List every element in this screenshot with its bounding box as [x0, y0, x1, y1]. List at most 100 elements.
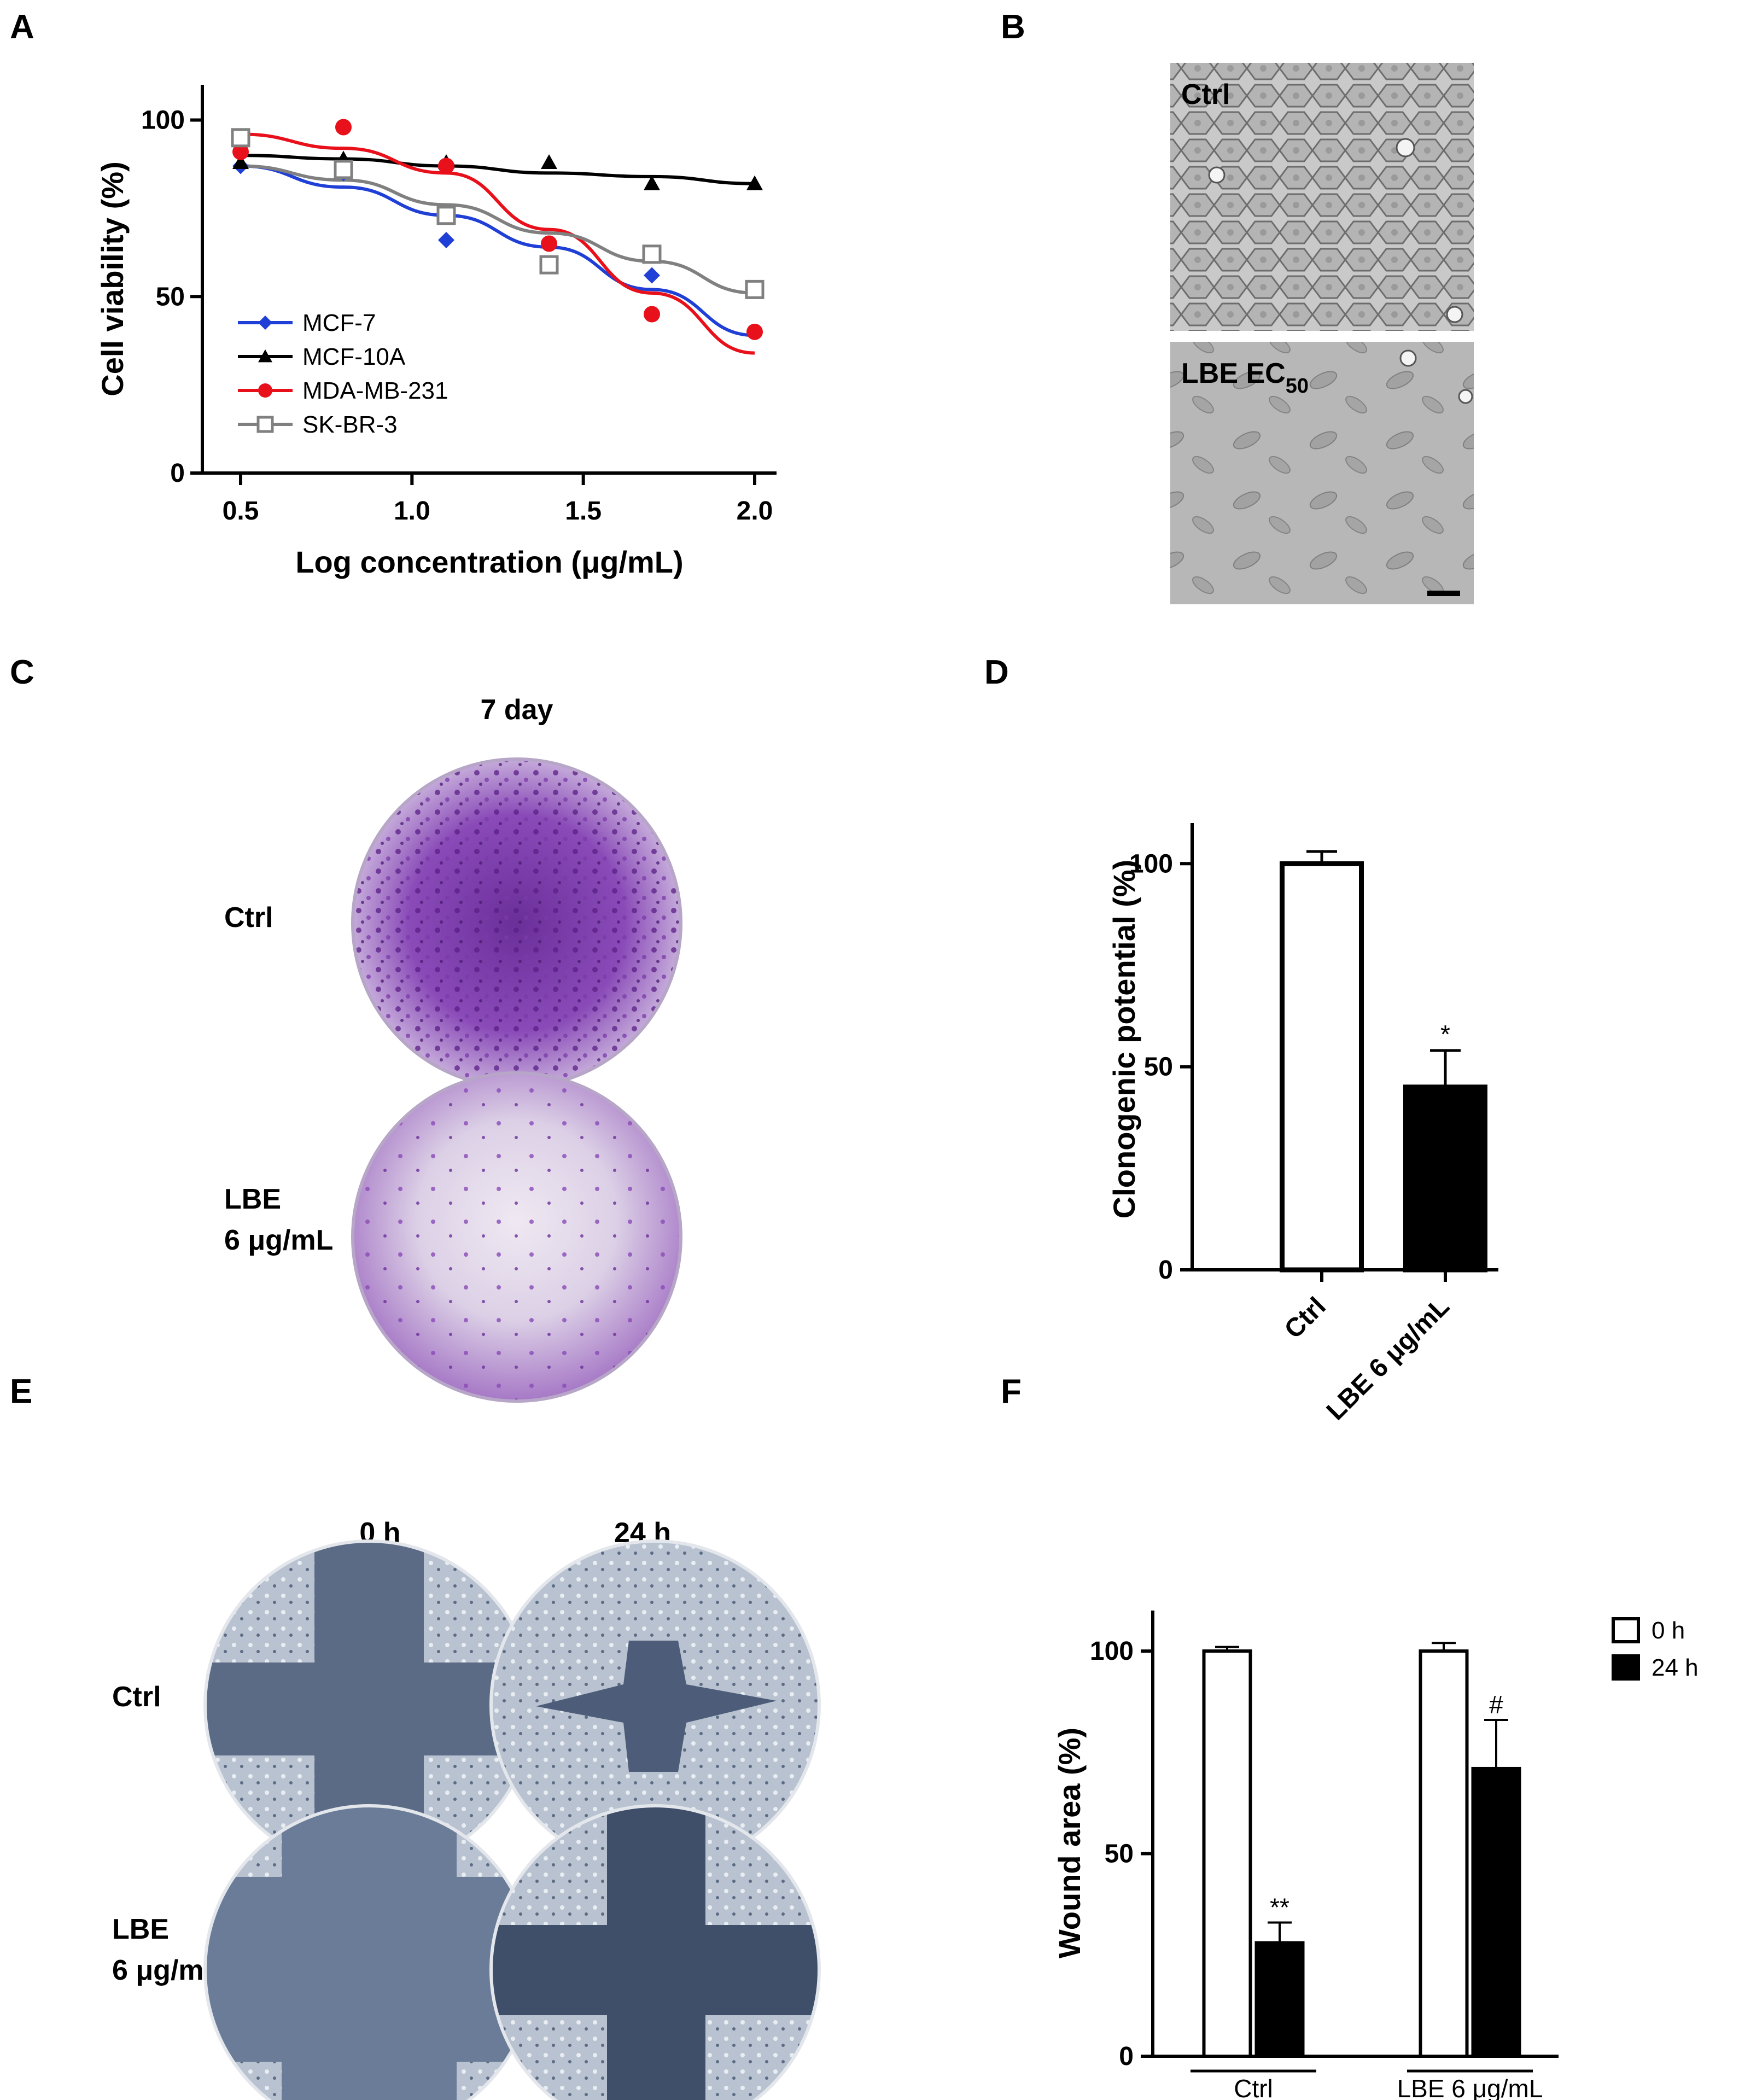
group-label: LBE 6 μg/mL — [1397, 2074, 1543, 2100]
data-point-sk-br-3 — [231, 128, 250, 148]
panel-c-dishes: 7 day Ctrl LBE 6 μg/mL — [224, 694, 682, 1403]
data-point-sk-br-3 — [745, 279, 765, 299]
legend-marker-mda-mb-231 — [258, 383, 272, 398]
panel-a-fit-curves — [240, 132, 755, 355]
wound-lbe-0h — [203, 1804, 535, 2100]
panel-a-x-axis-title: Log concentration (μg/mL) — [295, 545, 683, 579]
legend-swatch-0h — [1612, 1617, 1640, 1643]
data-point-mcf-10a — [541, 154, 557, 169]
bar-lbe — [1403, 1084, 1487, 1273]
data-point-mda-mb-231 — [232, 143, 249, 160]
wound-lbe-24h — [489, 1804, 821, 2100]
data-point-sk-br-3 — [436, 206, 456, 225]
x-tick-label: 0.5 — [223, 497, 259, 526]
panel-letter-a: A — [10, 8, 34, 46]
y-tick-label: 50 — [156, 282, 185, 311]
panel-d-bars: Ctrl * LBE 6 μg/mL — [1279, 850, 1487, 1426]
panel-b-ctrl-label: Ctrl — [1181, 79, 1230, 110]
data-point-sk-br-3 — [642, 244, 662, 264]
y-tick-label: 0 — [1119, 2042, 1134, 2071]
data-point-mda-mb-231 — [746, 323, 763, 340]
panel-c-row-ctrl: Ctrl — [224, 902, 273, 934]
floating-cell — [1458, 389, 1473, 404]
bar-0h-ctrl — [1202, 1649, 1252, 2058]
y-tick-label: 50 — [1105, 1840, 1134, 1869]
scale-bar — [1427, 591, 1460, 596]
legend-label-mcf-7: MCF-7 — [302, 310, 376, 336]
panel-e-wound-images: 0 h 24 h Ctrl LBE 6 μg/mL — [112, 1517, 821, 2100]
y-tick-label: 50 — [1144, 1053, 1173, 1082]
panel-d-chart: 0 50 100 Ctrl * LBE 6 μg/mL Clonogenic poten… — [1107, 823, 1498, 1426]
y-tick-label: 100 — [141, 106, 185, 135]
legend-marker-sk-br-3 — [256, 416, 274, 433]
panel-b-lbe-label-main: LBE EC — [1181, 358, 1286, 389]
panel-f-bars: ** # — [1202, 1642, 1521, 2058]
legend-label-mcf-10a: MCF-10A — [302, 343, 406, 370]
panel-c-row-lbe-1: LBE — [224, 1183, 281, 1215]
y-tick-label: 100 — [1129, 849, 1173, 878]
fit-curve-mcf-7 — [240, 164, 755, 337]
fit-curve-mcf-10a — [240, 154, 755, 185]
panel-f-chart: 0 50 100 ** # Ctrl LBE 6 μg/mL Wound area (%… — [1052, 1611, 1699, 2100]
panel-e-row-lbe-2: 6 μg/mL — [112, 1955, 221, 1986]
panel-f-group-labels: Ctrl LBE 6 μg/mL — [1191, 2069, 1543, 2100]
dish-lbe-rim — [351, 1071, 682, 1403]
panel-letter-e: E — [10, 1373, 32, 1410]
panel-a-ticks: 0 50 100 0.5 1.0 1.5 2.0 — [141, 106, 773, 526]
panel-a-chart: 0 50 100 0.5 1.0 1.5 2.0 Cell viability (%) Lo… — [95, 85, 777, 579]
data-point-sk-br-3 — [539, 255, 559, 275]
panel-e-row-ctrl: Ctrl — [112, 1681, 161, 1713]
micrograph-ctrl — [1170, 63, 1474, 331]
panel-f-y-axis-title: Wound area (%) — [1052, 1728, 1087, 1958]
panel-letter-c: C — [10, 654, 34, 691]
panel-f-legend: 0 h 24 h — [1612, 1617, 1699, 1681]
x-tick-label: 2.0 — [737, 497, 773, 526]
significance-mark: * — [1440, 1020, 1450, 1048]
panel-e-row-lbe-1: LBE — [112, 1914, 169, 1945]
data-point-mda-mb-231 — [541, 235, 557, 252]
panel-letter-b: B — [1001, 8, 1025, 46]
data-point-mcf-10a — [746, 175, 763, 190]
panel-b-micrographs: Ctrl LBE EC50 — [1170, 63, 1474, 604]
floating-cell — [1399, 349, 1417, 367]
significance-mark: ** — [1270, 1893, 1289, 1922]
data-point-mda-mb-231 — [644, 306, 660, 323]
data-point-sk-br-3 — [334, 160, 353, 179]
floating-cell — [1446, 306, 1463, 323]
legend-label-0h: 0 h — [1652, 1617, 1685, 1644]
x-tick-label: 1.5 — [565, 497, 602, 526]
dish-ctrl-colonies — [353, 759, 681, 1087]
dish-lbe-colonies — [353, 1073, 681, 1401]
bar-0h-lbe — [1419, 1649, 1469, 2058]
panel-d-y-axis-title: Clonogenic potential (%) — [1107, 860, 1141, 1218]
x-tick-label: LBE 6 μg/mL — [1321, 1292, 1455, 1426]
floating-cell — [1208, 166, 1226, 184]
panel-c-row-lbe-2: 6 μg/mL — [224, 1224, 333, 1256]
panel-a-legend: MCF-7 MCF-10A MDA-MB-231 SK-BR-3 — [238, 310, 448, 438]
panel-letter-f: F — [1001, 1373, 1022, 1410]
panel-d-ticks: 0 50 100 — [1129, 849, 1192, 1285]
data-point-mcf-7 — [438, 232, 454, 248]
x-tick-label: 1.0 — [394, 497, 430, 526]
y-tick-label: 0 — [1158, 1256, 1173, 1285]
legend-swatch-24h — [1612, 1654, 1640, 1681]
legend-marker-mcf-10a — [258, 349, 272, 363]
data-point-mda-mb-231 — [335, 119, 352, 136]
data-point-mcf-7 — [644, 267, 660, 284]
floating-cell — [1396, 138, 1415, 158]
legend-label-sk-br-3: SK-BR-3 — [302, 411, 398, 438]
bar-24h-lbe — [1471, 1766, 1521, 2058]
fit-curve-sk-br-3 — [240, 164, 755, 295]
significance-mark: # — [1489, 1690, 1503, 1719]
panel-f-ticks: 0 50 100 — [1090, 1637, 1153, 2071]
panel-b-lbe-label: LBE EC50 — [1181, 358, 1309, 398]
legend-marker-mcf-7 — [258, 316, 272, 330]
panel-a-data-points — [231, 119, 765, 340]
panel-a-y-axis-title: Cell viability (%) — [95, 161, 130, 396]
panel-b-lbe-label-sub: 50 — [1286, 375, 1309, 398]
legend-label-24h: 24 h — [1652, 1654, 1699, 1681]
y-tick-label: 100 — [1090, 1637, 1134, 1666]
legend-label-mda-mb-231: MDA-MB-231 — [302, 377, 448, 404]
data-point-mcf-10a — [644, 175, 660, 190]
